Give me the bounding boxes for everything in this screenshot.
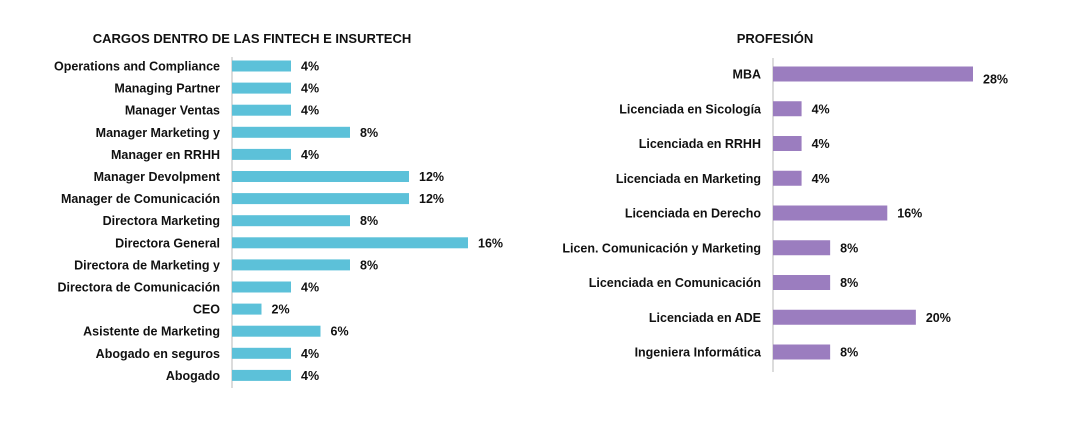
cargos-bar (232, 104, 291, 116)
profesion-bar (773, 66, 973, 82)
profesion-category-label: Licenciada en Comunicación (589, 276, 761, 290)
cargos-category-label: Abogado en seguros (96, 347, 220, 361)
cargos-value-label: 2% (272, 303, 290, 317)
profesion-bar (773, 309, 916, 325)
cargos-category-label: Asistente de Marketing (83, 325, 220, 339)
cargos-bar (232, 193, 409, 205)
cargos-chart: CARGOS DENTRO DE LAS FINTECH E INSURTECH… (54, 31, 503, 388)
cargos-value-label: 8% (360, 258, 378, 272)
profesion-category-label: Licenciada en Derecho (625, 207, 762, 221)
cargos-bar (232, 237, 468, 249)
cargos-value-label: 4% (301, 60, 319, 74)
profesion-bar (773, 344, 831, 360)
cargos-chart-title: CARGOS DENTRO DE LAS FINTECH E INSURTECH (93, 31, 412, 46)
profesion-bar (773, 205, 888, 221)
cargos-bar (232, 148, 291, 160)
cargos-bar (232, 60, 291, 72)
cargos-value-label: 8% (360, 126, 378, 140)
profesion-category-label: Licenciada en Sicología (619, 102, 762, 116)
profesion-value-label: 8% (840, 346, 858, 360)
cargos-category-label: Manager Marketing y (96, 126, 220, 140)
cargos-value-label: 4% (301, 347, 319, 361)
cargos-bars: Operations and Compliance 4% Managing Part… (54, 60, 503, 383)
profesion-category-label: Licenciada en Marketing (616, 172, 761, 186)
cargos-bar (232, 126, 350, 138)
profesion-chart: PROFESIÓN MBA 28% Licenciada en Sicología 4… (562, 31, 1008, 372)
cargos-value-label: 4% (301, 82, 319, 96)
cargos-value-label: 4% (301, 281, 319, 295)
cargos-value-label: 6% (331, 325, 349, 339)
cargos-category-label: Manager en RRHH (111, 148, 220, 162)
cargos-category-label: Directora General (115, 236, 220, 250)
cargos-category-label: CEO (193, 303, 220, 317)
profesion-value-label: 4% (812, 102, 830, 116)
profesion-category-label: MBA (733, 68, 761, 82)
profesion-bar (773, 240, 831, 256)
cargos-value-label: 4% (301, 104, 319, 118)
cargos-bar (232, 281, 291, 293)
profesion-bar (773, 136, 802, 151)
cargos-category-label: Manager Devolpment (94, 170, 221, 184)
profesion-category-label: Ingeniera Informática (635, 346, 762, 360)
profesion-bars: MBA 28% Licenciada en Sicología 4% Licenciad… (562, 66, 1008, 360)
cargos-category-label: Abogado (166, 369, 221, 383)
profesion-category-label: Licen. Comunicación y Marketing (562, 241, 761, 255)
cargos-category-label: Directora de Marketing y (74, 258, 220, 272)
cargos-value-label: 4% (301, 369, 319, 383)
profesion-value-label: 8% (840, 276, 858, 290)
cargos-category-label: Directora Marketing (103, 214, 220, 228)
cargos-category-label: Directora de Comunicación (57, 281, 220, 295)
cargos-category-label: Manager de Comunicación (61, 192, 220, 206)
cargos-bar (232, 347, 291, 359)
cargos-bar (232, 325, 321, 337)
profesion-chart-title: PROFESIÓN (737, 31, 814, 46)
profesion-category-label: Licenciada en ADE (649, 311, 761, 325)
profesion-value-label: 28% (983, 73, 1008, 87)
cargos-category-label: Operations and Compliance (54, 60, 220, 74)
cargos-value-label: 16% (478, 236, 503, 250)
cargos-bar (232, 303, 262, 315)
cargos-bar (232, 259, 350, 271)
profesion-value-label: 8% (840, 241, 858, 255)
cargos-category-label: Managing Partner (114, 82, 220, 96)
cargos-bar (232, 215, 350, 227)
profesion-bar (773, 101, 802, 117)
cargos-value-label: 8% (360, 214, 378, 228)
profesion-bar (773, 170, 802, 186)
cargos-category-label: Manager Ventas (125, 104, 220, 118)
cargos-bar (232, 171, 409, 182)
cargos-bar (232, 82, 291, 94)
profesion-value-label: 20% (926, 311, 951, 325)
profesion-category-label: Licenciada en RRHH (639, 137, 761, 151)
profesion-value-label: 4% (812, 172, 830, 186)
profesion-value-label: 4% (812, 137, 830, 151)
profesion-value-label: 16% (897, 207, 922, 221)
cargos-value-label: 12% (419, 192, 444, 206)
cargos-value-label: 12% (419, 170, 444, 184)
cargos-bar (232, 369, 291, 381)
cargos-value-label: 4% (301, 148, 319, 162)
profesion-bar (773, 275, 831, 290)
